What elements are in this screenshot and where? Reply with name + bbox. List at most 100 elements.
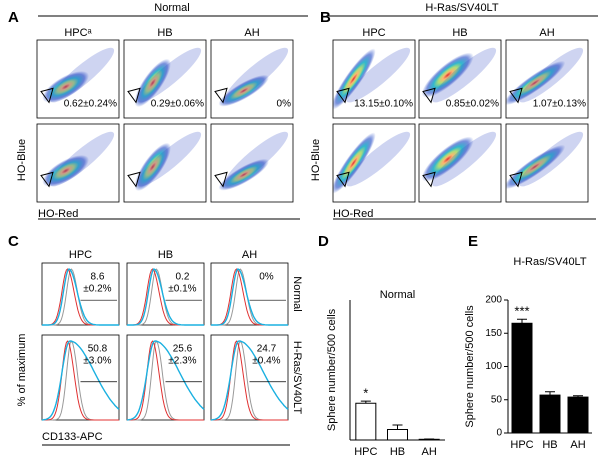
density-plot: [506, 131, 584, 190]
plot-frame: [36, 39, 120, 119]
gate: [127, 171, 141, 188]
density-cloud: [506, 60, 566, 106]
panel-letter: D: [318, 233, 329, 250]
row-label: Normal: [291, 276, 303, 311]
bar: [539, 394, 561, 434]
column-label: AH: [242, 249, 257, 261]
side-population-percent: 1.07±0.13%: [533, 99, 586, 110]
density-tail: [224, 47, 289, 103]
gate: [214, 171, 228, 188]
density-plot: [218, 47, 289, 107]
y-axis-label: Sphere number/500 cells: [326, 308, 338, 431]
density-cloud: [134, 58, 171, 108]
density-plot: [506, 47, 584, 106]
cd133-percent: 0%: [259, 272, 274, 283]
y-tick-label: 50: [491, 394, 503, 405]
density-plot: [42, 47, 115, 103]
bar: [567, 396, 589, 434]
density-cloud: [218, 158, 269, 191]
bar: [387, 429, 408, 441]
plot-frame: [41, 334, 120, 421]
column-label: AH: [244, 27, 259, 39]
side-population-percent: 0.29±0.06%: [151, 99, 204, 110]
gate: [509, 171, 523, 188]
histogram-isotype: [211, 268, 288, 326]
chart-title: H-Ras/SV40LT: [513, 256, 586, 268]
gate: [40, 171, 54, 188]
density-plot: [134, 131, 202, 192]
axis-label: CD133-APC: [42, 431, 103, 443]
histogram-isotype: [42, 340, 119, 421]
bar: [511, 322, 533, 434]
y-tick-label: 0: [496, 428, 502, 439]
column-label: HPC: [69, 249, 92, 261]
density-plot: [333, 47, 411, 110]
error-bar: [360, 400, 371, 404]
side-population-percent: 13.15±0.10%: [354, 99, 413, 110]
histogram-cd133: [42, 268, 119, 326]
density-tail: [137, 47, 202, 103]
cd133-percent: 24.7: [257, 344, 277, 355]
density-cloud: [333, 48, 376, 110]
density-plot: [218, 131, 289, 191]
plot-frame: [505, 123, 589, 203]
plot-frame: [123, 39, 207, 119]
column-label: HPC: [362, 27, 385, 39]
column-label: AH: [539, 27, 554, 39]
density-cloud: [421, 136, 474, 182]
histogram-cd133: [127, 268, 204, 326]
error-bar: [517, 318, 527, 324]
histogram-cd133: [211, 268, 288, 326]
cd133-percent: ±0.4%: [252, 356, 280, 367]
histogram-isotype: [127, 340, 204, 421]
gate: [336, 87, 350, 104]
panel-letter: A: [8, 9, 19, 26]
density-tail: [346, 47, 411, 103]
significance: ***: [514, 304, 529, 319]
side-population-percent: 0.62±0.24%: [64, 99, 117, 110]
error-bar: [545, 391, 555, 396]
panel-letter: E: [468, 233, 478, 250]
density-tail: [346, 131, 411, 187]
y-tick-label: 200: [485, 295, 502, 306]
y-tick-label: 100: [485, 361, 502, 372]
side-population-percent: 0.85±0.02%: [446, 99, 499, 110]
cd133-percent: 50.8: [88, 344, 108, 355]
gate: [422, 87, 436, 104]
cd133-percent: ±3.0%: [83, 356, 111, 367]
gate: [127, 87, 141, 104]
x-tick-label: HPC: [354, 446, 377, 458]
density-tail: [224, 131, 289, 187]
density-cloud: [421, 52, 474, 98]
density-cloud: [506, 144, 566, 190]
panel-title: Normal: [154, 2, 189, 14]
x-tick-label: AH: [422, 446, 437, 458]
plot-frame: [36, 123, 120, 203]
plot-frame: [505, 39, 589, 119]
x-tick-label: HB: [542, 439, 557, 451]
y-axis-label: Sphere number/500 cells: [464, 305, 476, 428]
chart-title: Normal: [380, 289, 415, 301]
y-tick-label: 150: [485, 328, 502, 339]
histogram-cd133: [126, 340, 205, 421]
column-label: HB: [452, 27, 467, 39]
plot-frame: [418, 123, 502, 203]
plot-frame: [41, 262, 120, 326]
column-label: HB: [157, 27, 172, 39]
gate: [422, 171, 436, 188]
histogram-cd133: [210, 340, 289, 421]
density-plot: [421, 131, 497, 187]
side-population-percent: 0%: [277, 99, 292, 110]
density-tail: [50, 131, 115, 187]
density-plot: [421, 47, 497, 103]
density-tail: [50, 47, 115, 103]
gate: [336, 171, 350, 188]
density-tail: [432, 47, 497, 103]
column-label: HPCᵃ: [64, 27, 92, 39]
plot-frame: [418, 39, 502, 119]
bar: [355, 402, 377, 441]
density-cloud: [134, 142, 171, 192]
cd133-percent: ±2.3%: [168, 356, 196, 367]
cd133-percent: ±0.2%: [83, 284, 111, 295]
